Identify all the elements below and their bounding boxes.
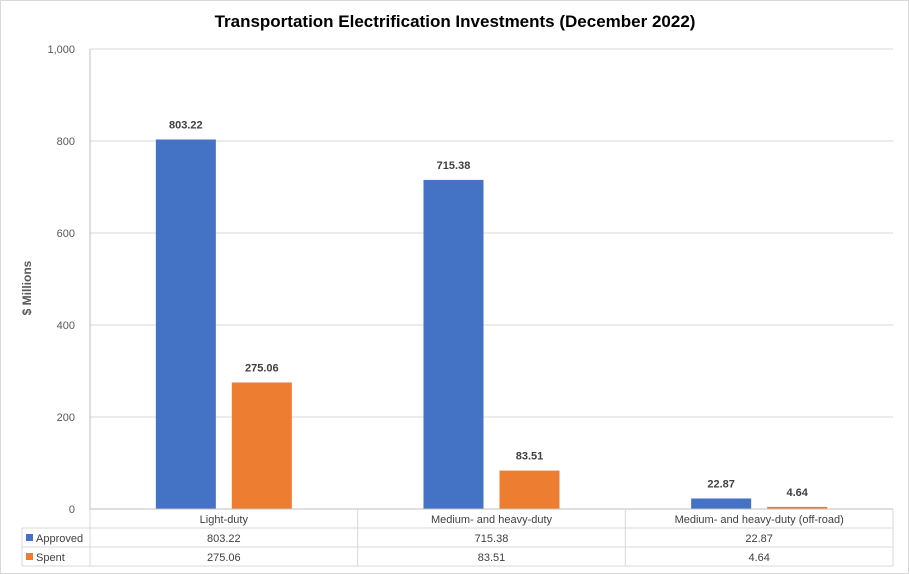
data-label: 4.64 [786,487,808,499]
bar-spent [767,506,828,509]
data-label: 83.51 [516,451,544,463]
bar-approved [423,179,484,509]
table-cell: 803.22 [207,533,241,545]
x-category-label: Light-duty [200,514,249,526]
y-tick-label: 0 [69,504,75,516]
y-tick-label: 200 [57,412,75,424]
legend-key-spent [26,553,33,560]
data-label: 22.87 [707,478,735,490]
y-tick-label: 600 [57,228,75,240]
bar-approved [155,139,216,509]
y-axis-title: $ Millions [20,260,34,315]
legend-key-approved [26,534,33,541]
bar-spent [499,470,560,509]
y-tick-label: 800 [57,136,75,148]
bar-spent [231,382,292,509]
y-axis-ticks: 0 200 400 600 800 1,000 [47,44,75,516]
chart-title: Transportation Electrification Investmen… [215,12,696,31]
x-category-label: Medium- and heavy-duty [431,514,553,526]
data-label: 275.06 [245,362,279,374]
table-cell: 275.06 [207,552,241,564]
table-cell: 4.64 [748,552,769,564]
data-label: 715.38 [437,160,471,172]
table-cell: 22.87 [745,533,773,545]
legend-label: Spent [36,552,65,564]
legend-label: Approved [36,533,83,545]
bars [155,139,828,509]
data-label: 803.22 [169,120,203,132]
table-cell: 83.51 [478,552,506,564]
data-labels: 803.22 275.06 715.38 83.51 22.87 4.64 [169,120,809,499]
y-tick-label: 400 [57,320,75,332]
data-table: Light-duty Medium- and heavy-duty Medium- … [21,508,894,567]
bar-approved [691,498,752,509]
y-tick-label: 1,000 [47,44,75,56]
table-cell: 715.38 [475,533,509,545]
x-category-label: Medium- and heavy-duty (off-road) [675,514,844,526]
